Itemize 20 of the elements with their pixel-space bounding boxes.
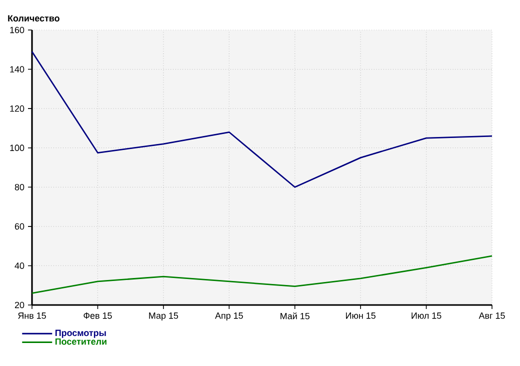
y-tick-label: 60 [14,223,24,230]
y-tick-label: 120 [10,105,24,112]
x-tick-label: Апр 15 [215,312,243,321]
x-tick-label: Июл 15 [412,312,442,319]
legend-label: Просмотры [55,330,106,338]
x-tick-label: Июн 15 [346,312,376,319]
y-tick-label: 100 [10,144,24,152]
y-tick-label: 80 [14,184,24,190]
y-tick-label: 20 [14,302,24,308]
line-series [31,50,493,188]
x-tick-label: Фев 15 [84,312,112,319]
y-tick-label: 140 [10,66,24,72]
legend-label: Посетители [55,338,106,345]
x-tick-label: Янв 15 [18,312,46,319]
y-tick-label: 160 [10,26,24,34]
y-axis-title: Количество [8,15,60,22]
x-tick-label: Май 15 [280,312,310,320]
x-tick-label: Мар 15 [149,312,178,321]
x-tick-label: Авг 15 [478,312,505,319]
y-tick-label: 40 [14,262,24,269]
